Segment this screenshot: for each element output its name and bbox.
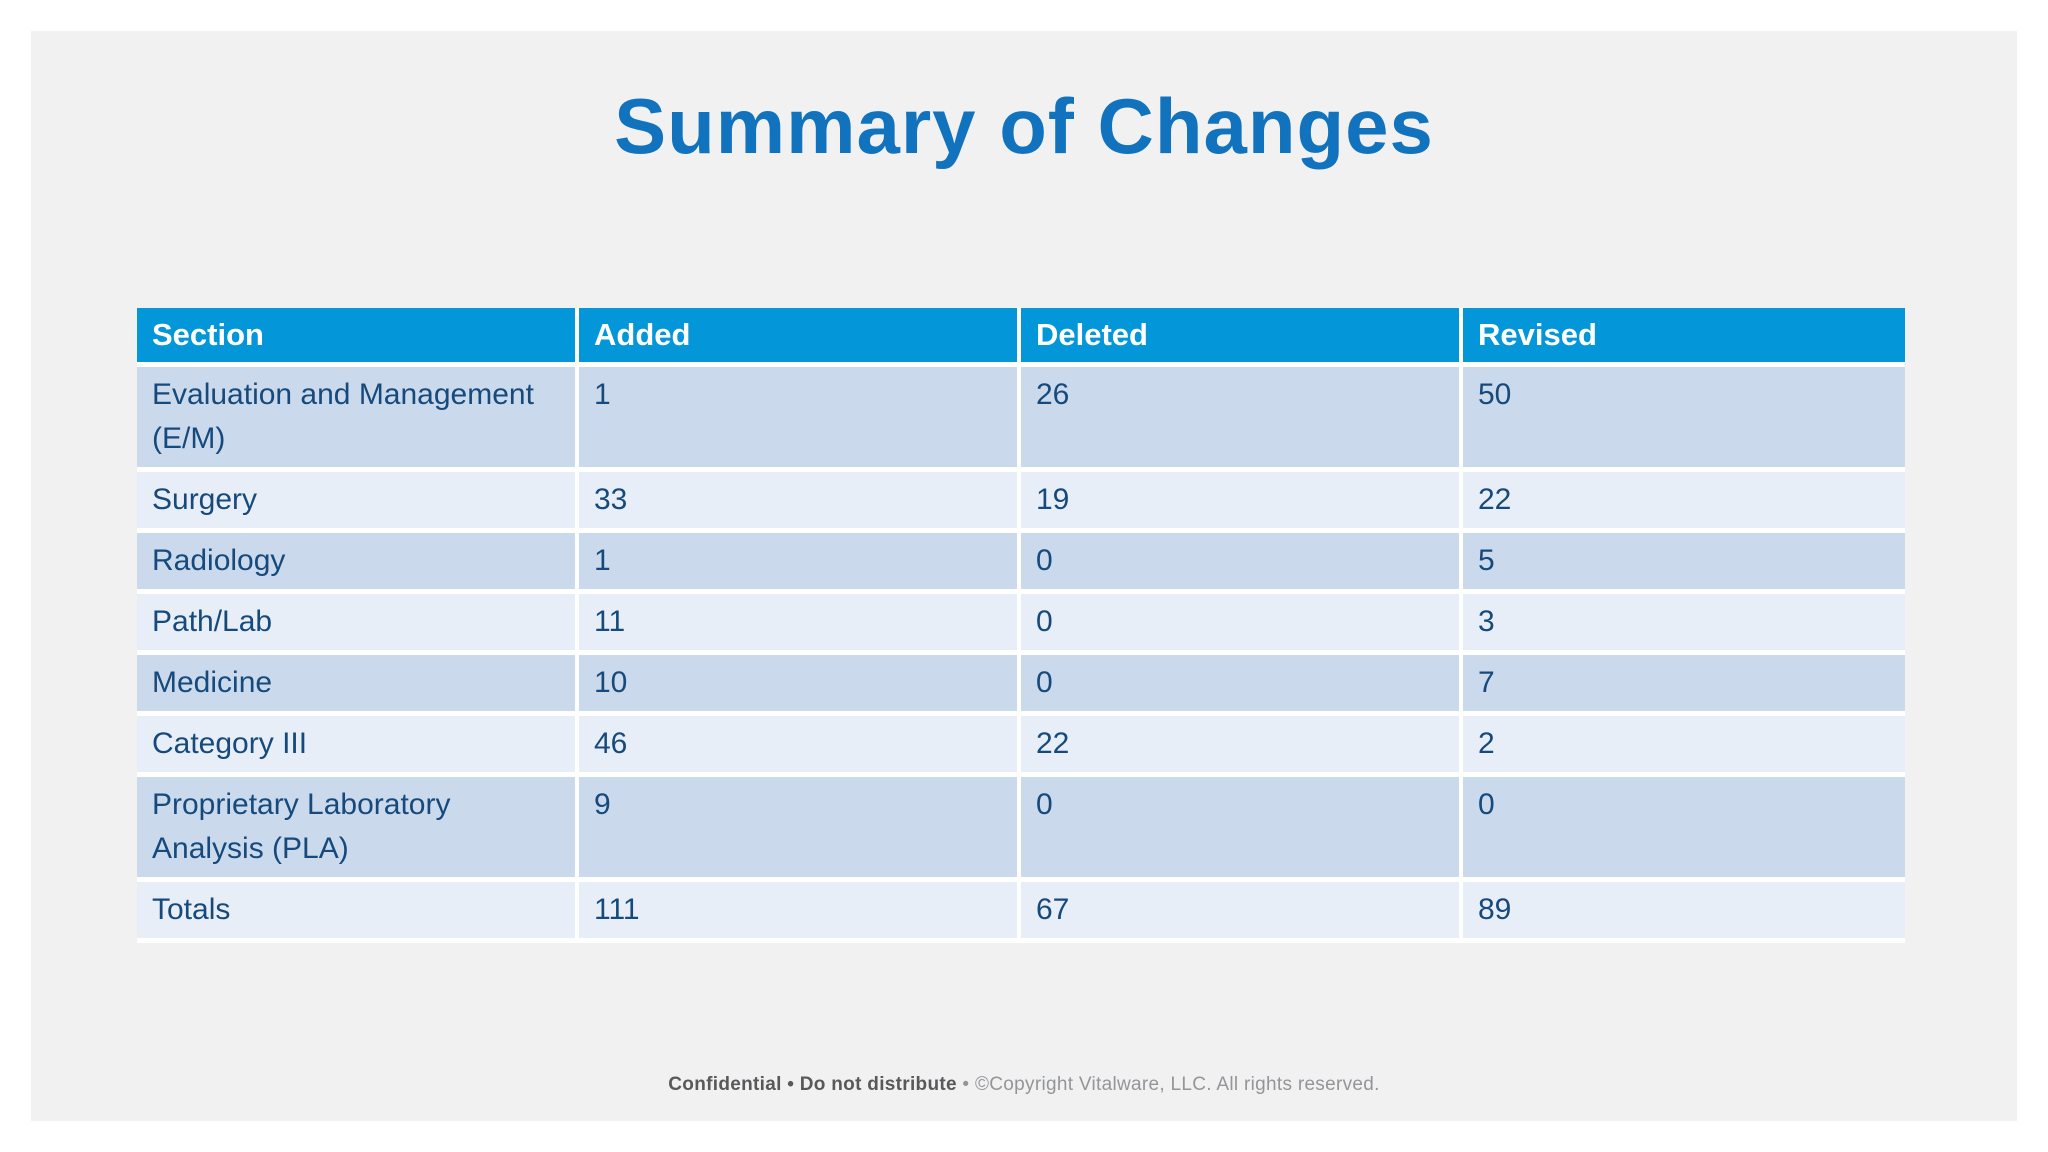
cell-section: Evaluation and Management (E/M)	[137, 367, 579, 472]
col-header-deleted: Deleted	[1021, 308, 1463, 367]
table-row-category-iii: Category III 46 22 2	[137, 716, 1905, 777]
cell-added: 33	[579, 472, 1021, 533]
cell-revised: 5	[1463, 533, 1905, 594]
footer-confidential-text: Confidential • Do not distribute	[668, 1074, 957, 1095]
cell-revised: 89	[1463, 882, 1905, 943]
cell-deleted: 0	[1021, 777, 1463, 882]
col-header-revised: Revised	[1463, 308, 1905, 367]
cell-deleted: 26	[1021, 367, 1463, 472]
cell-added: 9	[579, 777, 1021, 882]
cell-deleted: 67	[1021, 882, 1463, 943]
cell-added: 10	[579, 655, 1021, 716]
table-header-row: Section Added Deleted Revised	[137, 308, 1905, 367]
cell-section: Path/Lab	[137, 594, 579, 655]
cell-section: Totals	[137, 882, 579, 943]
slide-footer: Confidential • Do not distribute • ©Copy…	[31, 1074, 2017, 1096]
cell-revised: 7	[1463, 655, 1905, 716]
col-header-section: Section	[137, 308, 579, 367]
cell-section: Medicine	[137, 655, 579, 716]
cell-deleted: 19	[1021, 472, 1463, 533]
cell-revised: 22	[1463, 472, 1905, 533]
cell-section: Proprietary Laboratory Analysis (PLA)	[137, 777, 579, 882]
cell-revised: 2	[1463, 716, 1905, 777]
cell-revised: 50	[1463, 367, 1905, 472]
table-row-totals: Totals 111 67 89	[137, 882, 1905, 943]
table-row-medicine: Medicine 10 0 7	[137, 655, 1905, 716]
table-row-evaluation-management: Evaluation and Management (E/M) 1 26 50	[137, 367, 1905, 472]
footer-copyright-text: ©Copyright Vitalware, LLC. All rights re…	[974, 1074, 1380, 1095]
cell-revised: 0	[1463, 777, 1905, 882]
cell-deleted: 0	[1021, 533, 1463, 594]
cell-added: 1	[579, 367, 1021, 472]
cell-deleted: 22	[1021, 716, 1463, 777]
table-row-surgery: Surgery 33 19 22	[137, 472, 1905, 533]
table-row-radiology: Radiology 1 0 5	[137, 533, 1905, 594]
cell-section: Surgery	[137, 472, 579, 533]
cell-added: 111	[579, 882, 1021, 943]
slide-title: Summary of Changes	[614, 82, 1434, 170]
cell-deleted: 0	[1021, 594, 1463, 655]
cell-deleted: 0	[1021, 655, 1463, 716]
table-row-path-lab: Path/Lab 11 0 3	[137, 594, 1905, 655]
summary-of-changes-table: Section Added Deleted Revised Evaluation…	[137, 308, 1905, 943]
slide: Summary of Changes Section Added Deleted…	[31, 31, 2017, 1121]
cell-section: Category III	[137, 716, 579, 777]
cell-revised: 3	[1463, 594, 1905, 655]
cell-added: 11	[579, 594, 1021, 655]
table-row-proprietary-laboratory-analysis: Proprietary Laboratory Analysis (PLA) 9 …	[137, 777, 1905, 882]
cell-added: 1	[579, 533, 1021, 594]
cell-added: 46	[579, 716, 1021, 777]
cell-section: Radiology	[137, 533, 579, 594]
footer-separator: •	[956, 1074, 975, 1095]
col-header-added: Added	[579, 308, 1021, 367]
